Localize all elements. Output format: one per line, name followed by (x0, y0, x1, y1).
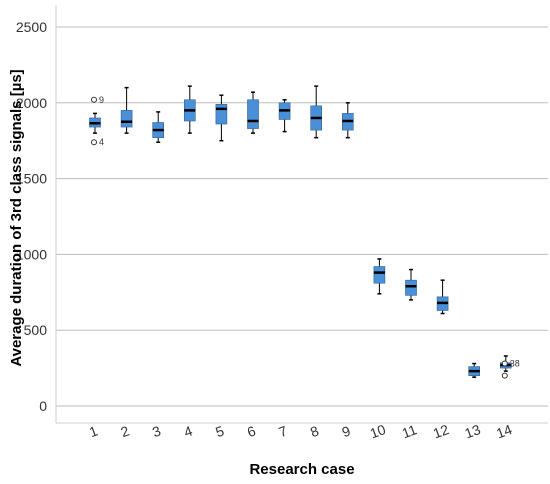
outlier-14-3: 38 (501, 359, 520, 369)
y-tick-label-1500: 1500 (16, 171, 47, 187)
box-iqr-10 (373, 266, 386, 284)
x-tick-label-14: 14 (494, 421, 514, 441)
box-11 (405, 268, 417, 301)
x-tick-label-4: 4 (182, 422, 195, 440)
x-tick-label-1: 1 (87, 422, 100, 440)
outlier-point (501, 372, 508, 379)
box-iqr-6 (247, 99, 259, 129)
box-1 (89, 112, 101, 134)
x-tick-label-7: 7 (276, 422, 289, 440)
y-tick-label-2000: 2000 (16, 95, 47, 111)
x-tick-label-12: 12 (431, 421, 451, 441)
outlier-label: 9 (99, 95, 104, 105)
outlier-label: 38 (510, 359, 520, 369)
box-6 (247, 91, 259, 134)
y-tick-label-1000: 1000 (16, 246, 47, 262)
x-tick-label-9: 9 (340, 422, 353, 440)
box-10 (373, 258, 386, 295)
x-tick-label-13: 13 (462, 421, 482, 441)
box-3 (152, 111, 164, 143)
outlier-point (91, 139, 97, 146)
x-tick-label-2: 2 (118, 422, 131, 440)
box-series (89, 85, 512, 378)
outlier-1-1: 4 (91, 137, 104, 147)
x-tick-label-11: 11 (400, 421, 419, 441)
x-tick-label-3: 3 (150, 422, 163, 440)
outlier-label: 4 (99, 137, 104, 147)
outlier-1-0: 9 (91, 95, 104, 105)
outlier-point (91, 96, 97, 103)
x-axis-title: Research case (249, 461, 354, 478)
y-tick-label-500: 500 (24, 322, 48, 338)
outlier-series: 9 4 38 (91, 95, 520, 379)
box-5 (215, 94, 228, 142)
x-tick-labels: 1 2 3 4 5 6 7 8 9 10 11 12 13 14 (87, 421, 514, 441)
outlier-14-2 (501, 372, 508, 379)
box-8 (310, 85, 323, 139)
y-tick-label-2500: 2500 (16, 19, 47, 35)
x-tick-label-8: 8 (308, 422, 321, 440)
x-tick-label-6: 6 (245, 422, 258, 440)
y-axis-title: Average duration of 3rd class signals [µ… (8, 69, 25, 366)
x-tick-label-10: 10 (368, 421, 388, 441)
x-tick-label-5: 5 (213, 422, 226, 440)
box-2 (120, 86, 133, 134)
box-4 (184, 85, 196, 134)
box-iqr-2 (120, 110, 133, 128)
outlier-point (501, 360, 508, 367)
box-12 (436, 279, 449, 315)
gridlines (56, 26, 548, 407)
y-tick-labels: 0 500 1000 1500 2000 2500 (16, 19, 47, 414)
box-iqr-5 (215, 104, 228, 125)
box-9 (341, 102, 354, 139)
y-tick-label-0: 0 (39, 398, 47, 414)
box-iqr-11 (405, 279, 417, 296)
box-7 (278, 99, 291, 133)
box-13 (468, 362, 481, 378)
